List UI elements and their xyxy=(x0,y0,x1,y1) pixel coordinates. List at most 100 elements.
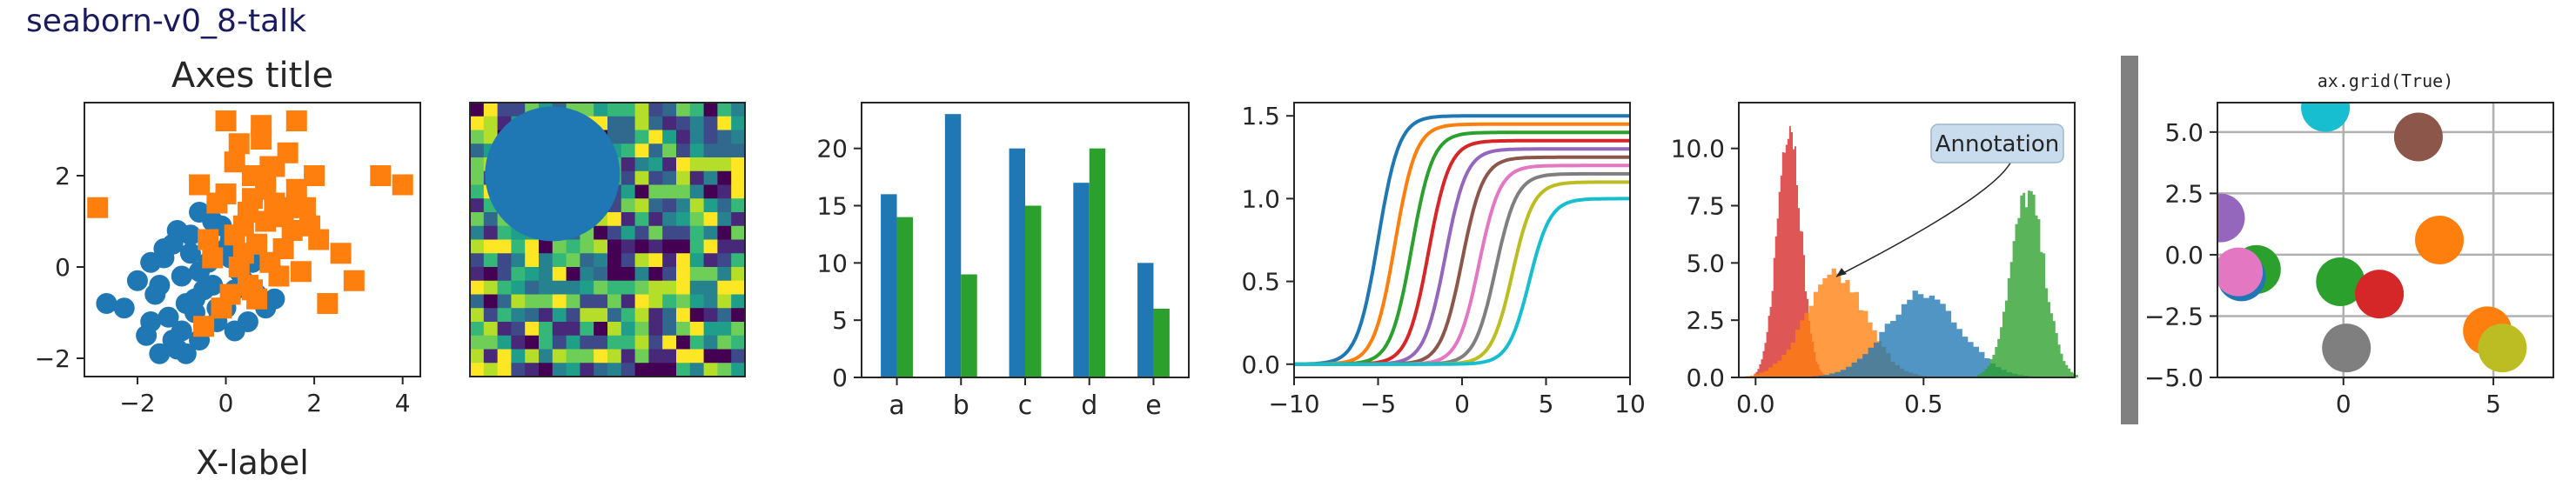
heatmap-cell xyxy=(634,280,649,296)
scatter-square xyxy=(370,165,392,186)
heatmap-cell xyxy=(483,103,499,117)
heatmap-cell xyxy=(731,239,746,254)
heatmap-cell xyxy=(470,335,485,350)
heatmap-cell xyxy=(717,116,732,131)
annotation-arrowhead xyxy=(1835,268,1847,277)
heatmap-cell xyxy=(539,280,553,296)
y-tick-label: 0.0 xyxy=(2164,241,2204,270)
heatmap-cell xyxy=(552,267,567,282)
panel-grid-scatter: 0 5 −5.0 −2.5 0.0 2.5 5.0 ax.grid(True) xyxy=(2144,70,2554,418)
heatmap-cell xyxy=(511,294,526,309)
heatmap-cell xyxy=(539,239,553,254)
y-tick-label: 0.0 xyxy=(1686,364,1725,392)
heatmap-cell xyxy=(621,143,636,158)
heatmap-cell xyxy=(634,225,649,241)
heatmap-cell xyxy=(594,239,608,254)
heatmap-cell xyxy=(580,294,594,309)
heatmap-cell xyxy=(703,198,718,213)
heatmap-cell xyxy=(566,280,580,296)
annotation-label: Annotation xyxy=(1935,131,2060,157)
scatter-square xyxy=(285,110,307,131)
heatmap-cell xyxy=(594,363,608,377)
heatmap-cell xyxy=(470,143,485,158)
heatmap-cell xyxy=(648,335,663,350)
heatmap-cell xyxy=(525,253,540,268)
heatmap-cell xyxy=(607,335,622,350)
heatmap-cell xyxy=(621,116,636,131)
heatmap-cell xyxy=(648,116,663,131)
x-label: X-label xyxy=(196,444,309,482)
scatter-point xyxy=(237,311,258,332)
scatter-disc xyxy=(2355,270,2405,319)
heatmap-cell xyxy=(552,322,567,337)
heatmap-cell xyxy=(717,225,732,241)
bar xyxy=(1137,263,1154,377)
heatmap-cell xyxy=(731,170,746,186)
heatmap-cell xyxy=(497,267,512,282)
heatmap-cell xyxy=(483,294,499,309)
scatter-disc xyxy=(2393,112,2443,162)
y-tick-label: 20 xyxy=(816,135,848,163)
heatmap-cell xyxy=(648,225,663,241)
heatmap-cell xyxy=(552,239,567,254)
heatmap-cell xyxy=(580,103,594,117)
heatmap-cell xyxy=(731,198,746,213)
heatmap-cell xyxy=(497,280,512,296)
heatmap-cell xyxy=(497,349,512,364)
heatmap-cell xyxy=(717,103,732,117)
heatmap-cell xyxy=(470,280,485,296)
heatmap-cell xyxy=(689,308,705,323)
heatmap-cell xyxy=(525,322,540,337)
bar xyxy=(881,194,897,377)
heatmap-cell xyxy=(648,184,663,199)
heatmap-cell xyxy=(717,143,732,158)
heatmap-cell xyxy=(607,225,622,241)
heatmap-cell xyxy=(580,280,594,296)
bar xyxy=(1073,183,1090,377)
heatmap-cell xyxy=(470,184,485,199)
heatmap-cell xyxy=(511,363,526,377)
heatmap-cell xyxy=(731,267,746,282)
scatter-square xyxy=(87,197,109,218)
scatter-point xyxy=(153,247,175,269)
heatmap-cell xyxy=(594,308,608,323)
x-tick-label: 0 xyxy=(2336,390,2351,418)
heatmap-cell xyxy=(676,322,691,337)
scatter-square xyxy=(228,133,250,155)
heatmap-cell xyxy=(607,253,622,268)
heatmap-cell xyxy=(539,308,553,323)
heatmap-cell xyxy=(634,349,649,364)
heatmap-cell xyxy=(689,116,705,131)
heatmap-cell xyxy=(648,267,663,282)
heatmap-cell xyxy=(717,212,732,227)
heatmap-cell xyxy=(470,225,485,241)
heatmap-cell xyxy=(552,349,567,364)
scatter-square xyxy=(272,238,294,259)
scatter-point xyxy=(140,311,162,332)
heatmap-cell xyxy=(483,267,499,282)
heatmap-cell xyxy=(621,130,636,144)
axes-frame xyxy=(469,102,746,377)
heatmap-cell xyxy=(717,239,732,254)
heatmap-cell xyxy=(703,170,718,186)
axes-frame xyxy=(861,102,1190,378)
scatter-square xyxy=(281,220,303,241)
heatmap-cell xyxy=(689,239,705,254)
heatmap-cell xyxy=(483,253,499,268)
heatmap-cell xyxy=(539,294,553,309)
heatmap-cell xyxy=(621,335,636,350)
heatmap-cell xyxy=(676,198,691,213)
heatmap-cell xyxy=(703,267,718,282)
heatmap-cell xyxy=(689,267,705,282)
histogram xyxy=(1977,190,2078,377)
scatter-square xyxy=(392,174,413,196)
scatter-point xyxy=(149,275,171,296)
heatmap-cell xyxy=(470,308,485,323)
bar xyxy=(961,274,977,377)
heatmap-cell xyxy=(539,363,553,377)
heatmap-cell xyxy=(676,335,691,350)
y-tick-label: 10 xyxy=(816,249,848,277)
heatmap-cell xyxy=(689,349,705,364)
scatter-disc xyxy=(2217,193,2245,243)
heatmap-cell xyxy=(703,225,718,241)
